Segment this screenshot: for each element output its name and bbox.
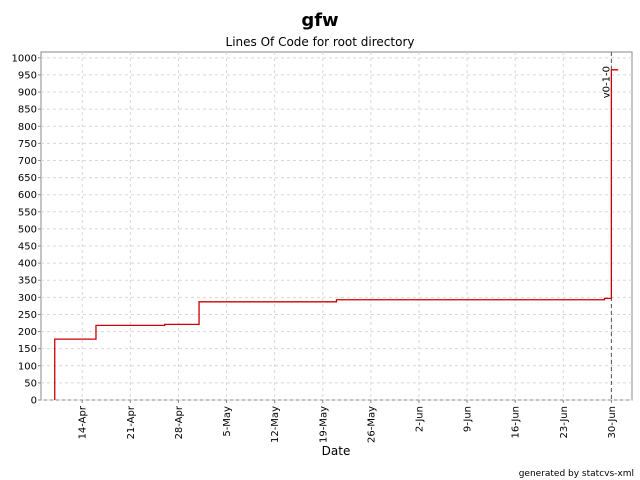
y-tick-label: 450 xyxy=(18,242,37,253)
y-tick-label: 550 xyxy=(18,207,37,218)
y-tick-label: 250 xyxy=(18,310,37,321)
y-tick-label: 500 xyxy=(18,224,37,235)
y-tick-label: 750 xyxy=(18,139,37,150)
x-tick-label: 12-May xyxy=(270,406,281,443)
x-tick-label: 9-Jun xyxy=(463,406,474,432)
x-tick-label: 26-May xyxy=(366,406,377,443)
y-tick-label: 950 xyxy=(18,70,37,81)
y-tick-label: 1000 xyxy=(12,53,37,64)
line xyxy=(54,69,619,400)
x-tick-label: 2-Jun xyxy=(414,406,425,432)
chart-subtitle: Lines Of Code for root directory xyxy=(226,35,415,49)
x-axis-label: Date xyxy=(322,444,351,458)
x-tick-label: 16-Jun xyxy=(511,406,522,439)
x-tick-label: 19-May xyxy=(318,406,329,443)
x-tick-label: 28-Apr xyxy=(174,405,185,439)
y-tick-label: 0 xyxy=(31,396,37,407)
y-tick-label: 50 xyxy=(24,378,37,389)
x-tick-label: 21-Apr xyxy=(126,405,137,439)
y-tick-label: 200 xyxy=(18,327,37,338)
y-tick-label: 700 xyxy=(18,156,37,167)
y-tick-label: 800 xyxy=(18,122,37,133)
y-tick-label: 850 xyxy=(18,105,37,116)
chart-title: gfw xyxy=(301,10,338,31)
x-tick-label: 23-Jun xyxy=(559,406,570,439)
y-tick-label: 100 xyxy=(18,361,37,372)
y-tick-label: 400 xyxy=(18,259,37,270)
annotation-label: v0-1-0 xyxy=(601,66,612,98)
y-tick-label: 650 xyxy=(18,173,37,184)
footer: generated by statcvs-xml xyxy=(519,469,634,479)
y-tick-label: 350 xyxy=(18,276,37,287)
y-tick-label: 300 xyxy=(18,293,37,304)
plot-area xyxy=(40,51,633,401)
y-tick-label: 600 xyxy=(18,190,37,201)
y-tick-label: 150 xyxy=(18,344,37,355)
x-tick-label: 14-Apr xyxy=(78,405,89,439)
x-tick-label: 30-Jun xyxy=(607,406,618,439)
y-tick-label: 900 xyxy=(18,88,37,99)
x-tick-label: 5-May xyxy=(222,406,233,437)
